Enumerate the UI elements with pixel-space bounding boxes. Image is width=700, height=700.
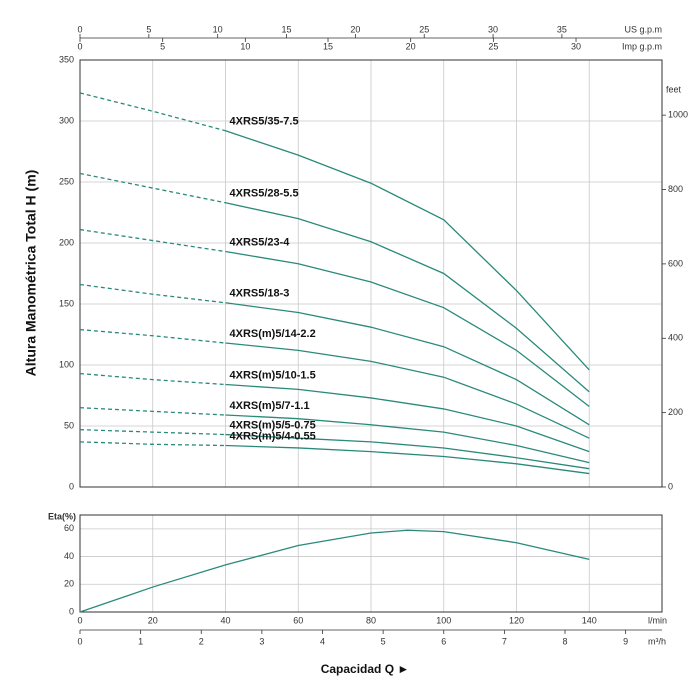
top-tick-label: 30 bbox=[571, 41, 581, 51]
top-tick-label: 30 bbox=[488, 24, 498, 34]
x2-tick-label: 2 bbox=[199, 636, 204, 646]
x2-tick-label: 1 bbox=[138, 636, 143, 646]
top-tick-label: 15 bbox=[323, 41, 333, 51]
y2-tick-label: 200 bbox=[668, 407, 683, 417]
curve-label: 4XRS(m)5/5-0.75 bbox=[230, 419, 316, 431]
x2-tick-label: 6 bbox=[441, 636, 446, 646]
curve bbox=[225, 383, 590, 453]
curve-label: 4XRS(m)5/7-1.1 bbox=[230, 400, 310, 412]
x2-tick-label: 8 bbox=[562, 636, 567, 646]
y-tick-label: 20 bbox=[64, 579, 74, 589]
top-tick-label: 0 bbox=[77, 41, 82, 51]
y-tick-label: 150 bbox=[59, 298, 74, 308]
y-tick-label: 40 bbox=[64, 551, 74, 561]
curve bbox=[225, 202, 590, 393]
y-axis-title: Altura Manométrica Total H (m) bbox=[23, 170, 39, 377]
curve-dashed bbox=[79, 328, 226, 344]
y2-tick-label: 1000 bbox=[668, 110, 688, 120]
y-tick-label: 250 bbox=[59, 176, 74, 186]
us-unit: US g.p.m bbox=[624, 24, 662, 34]
x-tick-label: 60 bbox=[293, 615, 303, 625]
curve-label: 4XRS(m)5/4-0.55 bbox=[230, 430, 316, 442]
curve-dashed bbox=[79, 429, 226, 436]
x2-tick-label: 9 bbox=[623, 636, 628, 646]
top-tick-label: 20 bbox=[350, 24, 360, 34]
x2-tick-label: 7 bbox=[502, 636, 507, 646]
top-tick-label: 35 bbox=[557, 24, 567, 34]
curve bbox=[225, 342, 590, 439]
x2-unit: m³/h bbox=[648, 636, 666, 646]
y-tick-label: 0 bbox=[69, 606, 74, 616]
imp-unit: Imp g.p.m bbox=[622, 41, 662, 51]
y2-tick-label: 400 bbox=[668, 333, 683, 343]
curve-label: 4XRS5/23-4 bbox=[230, 236, 291, 248]
curve-label: 4XRS5/28-5.5 bbox=[230, 188, 299, 200]
y-tick-label: 100 bbox=[59, 359, 74, 369]
top-tick-label: 15 bbox=[282, 24, 292, 34]
eta-axis-title: Eta(%) bbox=[48, 511, 76, 521]
x2-tick-label: 4 bbox=[320, 636, 325, 646]
x2-tick-label: 0 bbox=[77, 636, 82, 646]
top-tick-label: 25 bbox=[419, 24, 429, 34]
curve bbox=[79, 529, 590, 613]
y-tick-label: 350 bbox=[59, 54, 74, 64]
curve bbox=[225, 302, 590, 426]
top-tick-label: 5 bbox=[146, 24, 151, 34]
curve bbox=[225, 444, 590, 475]
top-tick-label: 10 bbox=[213, 24, 223, 34]
curve-dashed bbox=[79, 283, 226, 304]
curve bbox=[225, 250, 590, 407]
curve-label: 4XRS5/35-7.5 bbox=[230, 116, 299, 128]
y-tick-label: 60 bbox=[64, 523, 74, 533]
curve-dashed bbox=[79, 172, 226, 204]
x2-tick-label: 5 bbox=[381, 636, 386, 646]
x-axis-title: Capacidad Q ► bbox=[321, 662, 410, 676]
y2-tick-label: 0 bbox=[668, 481, 673, 491]
top-tick-label: 25 bbox=[488, 41, 498, 51]
curve-dashed bbox=[79, 407, 226, 416]
curve-dashed bbox=[79, 228, 226, 253]
curve-dashed bbox=[79, 441, 226, 447]
x-unit: l/min bbox=[648, 615, 667, 625]
y-tick-label: 50 bbox=[64, 420, 74, 430]
top-tick-label: 10 bbox=[240, 41, 250, 51]
y-tick-label: 300 bbox=[59, 115, 74, 125]
y2-tick-label: 600 bbox=[668, 258, 683, 268]
y2-axis-title: feet bbox=[666, 84, 682, 94]
x-tick-label: 0 bbox=[77, 615, 82, 625]
x-tick-label: 100 bbox=[436, 615, 451, 625]
curve bbox=[225, 433, 590, 470]
plot-frame bbox=[79, 514, 663, 613]
y-tick-label: 0 bbox=[69, 481, 74, 491]
top-tick-label: 20 bbox=[406, 41, 416, 51]
curve-dashed bbox=[79, 372, 226, 386]
y2-tick-label: 800 bbox=[668, 184, 683, 194]
x-tick-label: 80 bbox=[366, 615, 376, 625]
curve bbox=[225, 130, 590, 371]
curve-label: 4XRS(m)5/14-2.2 bbox=[230, 328, 316, 340]
x2-tick-label: 3 bbox=[259, 636, 264, 646]
top-tick-label: 5 bbox=[160, 41, 165, 51]
curve bbox=[225, 414, 590, 464]
curve-label: 4XRS(m)5/10-1.5 bbox=[230, 369, 316, 381]
top-tick-label: 0 bbox=[77, 24, 82, 34]
x-tick-label: 20 bbox=[148, 615, 158, 625]
x-tick-label: 40 bbox=[220, 615, 230, 625]
x-tick-label: 120 bbox=[509, 615, 524, 625]
y-tick-label: 200 bbox=[59, 237, 74, 247]
x-tick-label: 140 bbox=[582, 615, 597, 625]
curve-label: 4XRS5/18-3 bbox=[230, 288, 290, 300]
plot-frame bbox=[79, 59, 663, 488]
